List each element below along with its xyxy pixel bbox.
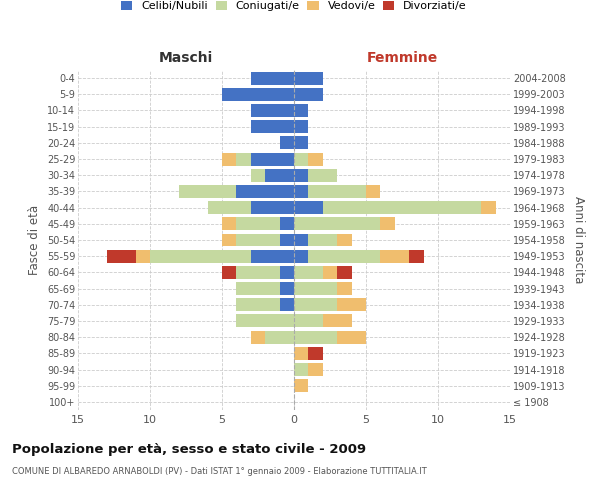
Bar [222,152,236,166]
Bar [280,136,294,149]
Bar [208,201,251,214]
Bar [265,330,294,344]
Bar [294,379,308,392]
Bar [294,282,337,295]
Bar [294,185,308,198]
Legend: Celibi/Nubili, Coniugati/e, Vedovi/e, Divorziati/e: Celibi/Nubili, Coniugati/e, Vedovi/e, Di… [121,1,467,11]
Bar [236,314,294,328]
Bar [337,298,366,311]
Bar [337,234,352,246]
Bar [308,234,337,246]
Bar [222,266,236,279]
Bar [251,201,294,214]
Bar [323,201,481,214]
Text: Maschi: Maschi [159,51,213,65]
Bar [251,330,265,344]
Bar [222,88,294,101]
Bar [179,185,236,198]
Bar [222,234,236,246]
Bar [236,266,280,279]
Bar [294,314,323,328]
Bar [308,347,323,360]
Bar [236,218,280,230]
Bar [409,250,424,262]
Bar [294,88,323,101]
Bar [380,250,409,262]
Bar [308,185,366,198]
Bar [280,282,294,295]
Bar [323,266,337,279]
Bar [236,282,280,295]
Bar [323,314,352,328]
Text: COMUNE DI ALBAREDO ARNABOLDI (PV) - Dati ISTAT 1° gennaio 2009 - Elaborazione TU: COMUNE DI ALBAREDO ARNABOLDI (PV) - Dati… [12,468,427,476]
Bar [265,169,294,181]
Bar [337,266,352,279]
Bar [294,120,308,133]
Bar [294,201,323,214]
Bar [294,152,308,166]
Bar [251,250,294,262]
Text: Femmine: Femmine [367,51,437,65]
Bar [236,152,251,166]
Bar [251,120,294,133]
Bar [150,250,251,262]
Bar [294,363,308,376]
Bar [366,185,380,198]
Bar [280,234,294,246]
Bar [251,72,294,85]
Bar [280,266,294,279]
Bar [251,104,294,117]
Bar [380,218,395,230]
Bar [236,234,280,246]
Bar [294,347,308,360]
Bar [236,298,280,311]
Bar [294,136,308,149]
Bar [294,169,308,181]
Bar [294,298,337,311]
Bar [136,250,150,262]
Bar [294,330,337,344]
Bar [280,298,294,311]
Bar [294,250,308,262]
Bar [294,218,380,230]
Bar [294,266,323,279]
Bar [308,363,323,376]
Bar [294,234,308,246]
Bar [107,250,136,262]
Text: Popolazione per età, sesso e stato civile - 2009: Popolazione per età, sesso e stato civil… [12,442,366,456]
Bar [337,330,366,344]
Bar [251,169,265,181]
Y-axis label: Anni di nascita: Anni di nascita [572,196,585,284]
Bar [308,250,380,262]
Bar [308,169,337,181]
Bar [251,152,294,166]
Bar [222,218,236,230]
Bar [236,185,294,198]
Bar [481,201,496,214]
Y-axis label: Fasce di età: Fasce di età [28,205,41,275]
Bar [280,218,294,230]
Bar [308,152,323,166]
Bar [294,104,308,117]
Bar [337,282,352,295]
Bar [294,72,323,85]
